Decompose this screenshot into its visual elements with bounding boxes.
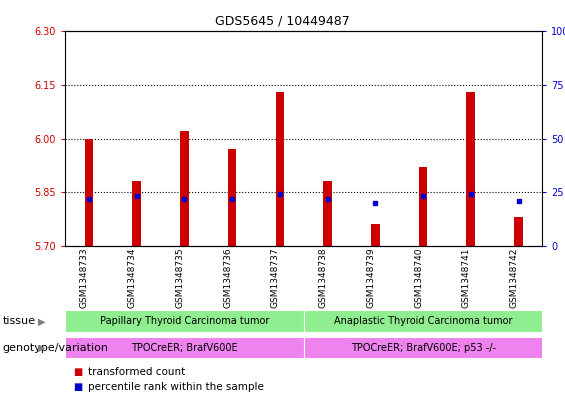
Bar (419, 167, 427, 246)
Text: genotype/variation: genotype/variation (3, 343, 109, 353)
Text: ▶: ▶ (38, 316, 46, 326)
Bar (276, 92, 284, 246)
Text: GSM1348739: GSM1348739 (366, 248, 375, 308)
Bar (132, 182, 141, 246)
Text: GSM1348738: GSM1348738 (319, 248, 328, 308)
Text: GSM1348733: GSM1348733 (80, 248, 89, 308)
Text: GSM1348742: GSM1348742 (510, 248, 519, 308)
Text: GSM1348734: GSM1348734 (128, 248, 137, 308)
Text: TPOCreER; BrafV600E; p53 -/-: TPOCreER; BrafV600E; p53 -/- (350, 343, 496, 353)
Text: GSM1348736: GSM1348736 (223, 248, 232, 308)
Bar (228, 149, 236, 246)
Text: GSM1348741: GSM1348741 (462, 248, 471, 308)
Text: ■: ■ (73, 367, 82, 377)
Bar (180, 131, 189, 246)
Text: ■: ■ (73, 382, 82, 392)
Text: TPOCreER; BrafV600E: TPOCreER; BrafV600E (131, 343, 238, 353)
Bar (85, 138, 93, 246)
Text: ▶: ▶ (38, 343, 46, 353)
Bar (514, 217, 523, 246)
Text: GSM1348735: GSM1348735 (175, 248, 184, 308)
Text: transformed count: transformed count (88, 367, 185, 377)
Bar (65, 337, 304, 358)
Text: Anaplastic Thyroid Carcinoma tumor: Anaplastic Thyroid Carcinoma tumor (334, 316, 512, 326)
Text: GSM1348740: GSM1348740 (414, 248, 423, 308)
Bar (65, 310, 304, 332)
Bar (304, 310, 542, 332)
Bar (371, 224, 380, 246)
Text: tissue: tissue (3, 316, 36, 326)
Text: Papillary Thyroid Carcinoma tumor: Papillary Thyroid Carcinoma tumor (99, 316, 269, 326)
Text: GSM1348737: GSM1348737 (271, 248, 280, 308)
Bar (467, 92, 475, 246)
Bar (304, 337, 542, 358)
Text: percentile rank within the sample: percentile rank within the sample (88, 382, 263, 392)
Bar (323, 182, 332, 246)
Text: GDS5645 / 10449487: GDS5645 / 10449487 (215, 15, 350, 28)
